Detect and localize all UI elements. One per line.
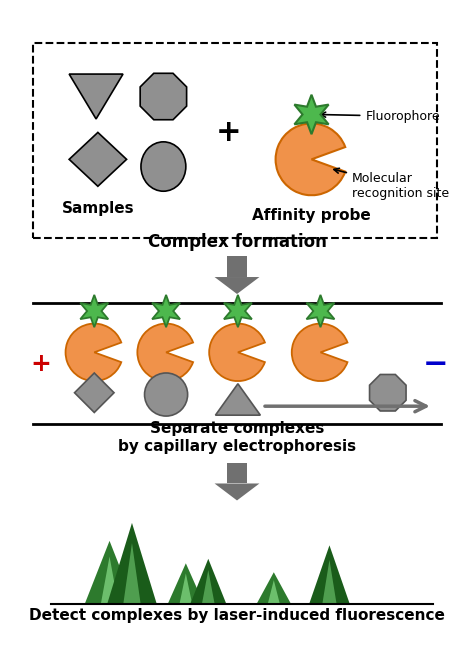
Wedge shape <box>137 324 193 381</box>
Polygon shape <box>294 95 328 134</box>
Polygon shape <box>80 295 108 327</box>
Polygon shape <box>69 132 127 186</box>
Wedge shape <box>65 324 121 381</box>
Text: Affinity probe: Affinity probe <box>252 207 371 222</box>
Text: Detect complexes by laser-induced fluorescence: Detect complexes by laser-induced fluore… <box>29 608 445 623</box>
Polygon shape <box>191 559 226 603</box>
Polygon shape <box>227 463 247 484</box>
Ellipse shape <box>141 142 186 191</box>
Polygon shape <box>216 384 260 415</box>
Polygon shape <box>140 73 187 120</box>
Polygon shape <box>123 543 141 603</box>
Text: Separate complexes
by capillary electrophoresis: Separate complexes by capillary electrop… <box>118 421 356 454</box>
Polygon shape <box>107 523 157 603</box>
Text: +: + <box>30 352 51 376</box>
Polygon shape <box>74 373 114 413</box>
Polygon shape <box>215 277 259 294</box>
Text: Fluorophore: Fluorophore <box>320 110 440 123</box>
Circle shape <box>145 373 188 416</box>
Polygon shape <box>202 570 215 603</box>
Polygon shape <box>370 374 406 411</box>
Polygon shape <box>227 257 247 277</box>
FancyBboxPatch shape <box>33 43 437 238</box>
Polygon shape <box>268 580 280 603</box>
Text: Molecular
recognition site: Molecular recognition site <box>334 168 449 200</box>
Polygon shape <box>152 295 180 327</box>
Text: Complex formation: Complex formation <box>147 233 327 251</box>
Polygon shape <box>224 295 252 327</box>
Wedge shape <box>275 124 345 195</box>
Wedge shape <box>292 324 347 381</box>
Polygon shape <box>309 545 350 603</box>
Text: −: − <box>423 349 448 378</box>
Polygon shape <box>69 74 123 119</box>
Text: +: + <box>216 118 242 147</box>
Polygon shape <box>215 484 259 501</box>
Polygon shape <box>101 557 118 603</box>
Text: Samples: Samples <box>62 201 134 216</box>
Wedge shape <box>209 324 265 381</box>
Polygon shape <box>168 563 204 603</box>
Polygon shape <box>180 573 192 603</box>
Polygon shape <box>85 541 134 603</box>
Polygon shape <box>322 560 337 603</box>
Polygon shape <box>257 572 291 603</box>
Polygon shape <box>307 295 335 327</box>
